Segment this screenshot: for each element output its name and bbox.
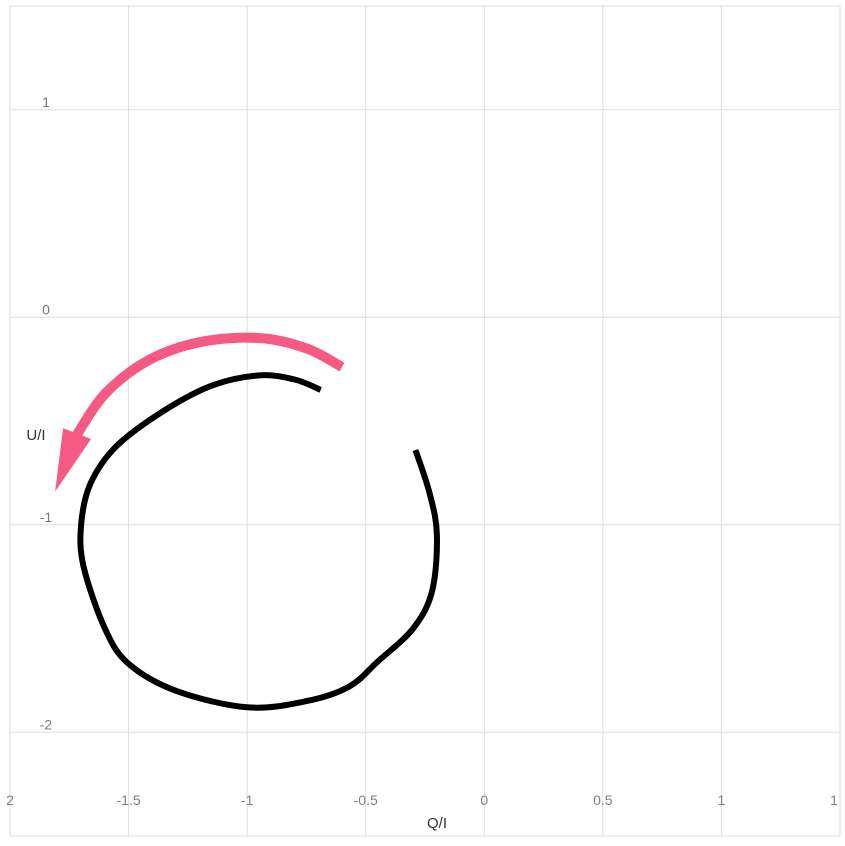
tick-labels: 2 -1.5 -1 -0.5 0 0.5 1 1 1 0 -1 -2 [6,94,838,808]
y-tick-label: -1 [40,509,53,525]
x-tick-label: 0 [480,792,488,808]
x-tick-label: 1 [718,792,726,808]
grid [9,5,841,837]
x-tick-label: -1 [241,792,254,808]
direction-arrow-head [55,428,92,492]
plot-frame [9,5,841,837]
x-tick-label: 2 [6,792,14,808]
data-curve [77,372,440,711]
x-tick-label: 1 [830,792,838,808]
y-tick-label: 0 [42,301,50,317]
x-axis-label: Q/I [427,815,447,832]
direction-arrow [72,332,345,439]
y-tick-label: -2 [40,716,53,732]
x-tick-label: -0.5 [354,792,378,808]
y-tick-label: 1 [42,94,50,110]
x-tick-label: 0.5 [593,792,613,808]
x-tick-label: -1.5 [117,792,141,808]
y-axis-label: U/I [26,427,45,444]
